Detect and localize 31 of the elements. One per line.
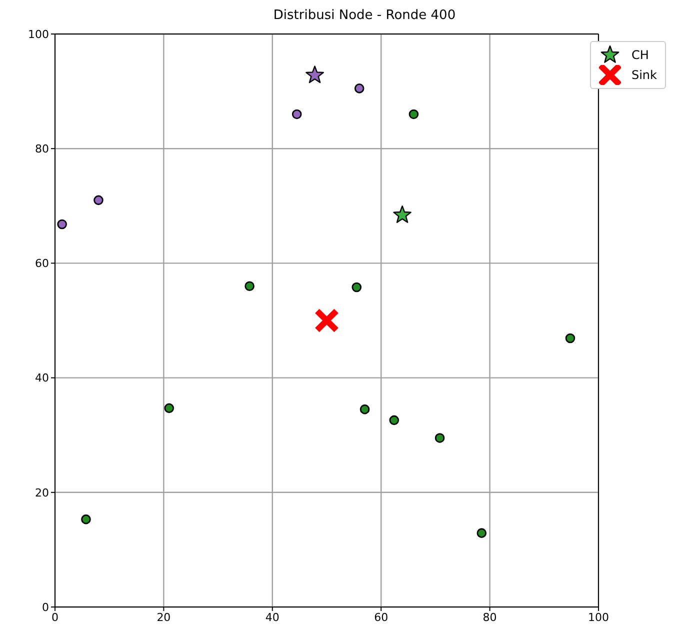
point <box>315 308 338 332</box>
point <box>81 514 91 524</box>
legend-label: Sink <box>631 68 657 82</box>
point <box>393 205 412 223</box>
y-tick-label: 80 <box>35 142 49 156</box>
y-tick-label: 0 <box>42 600 49 614</box>
x-tick-label: 40 <box>265 610 280 624</box>
x-tick-label: 20 <box>156 610 171 624</box>
y-tick-label: 40 <box>35 372 49 385</box>
y-tick-label: 100 <box>28 28 49 41</box>
chart-title: Distribusi Node - Ronde 400 <box>272 8 457 25</box>
point <box>565 333 576 344</box>
x-tick-label: 0 <box>52 610 58 624</box>
point <box>164 403 174 414</box>
point <box>94 195 104 206</box>
x-tick-label: 100 <box>588 610 609 624</box>
legend-label: CH <box>631 48 649 62</box>
point <box>389 415 400 426</box>
y-tick-label: 60 <box>35 257 49 270</box>
point <box>360 404 370 414</box>
y-tick-label: 20 <box>35 486 49 500</box>
x-tick-label: 80 <box>482 610 497 624</box>
point <box>434 433 445 443</box>
point <box>476 528 487 538</box>
point <box>408 109 419 120</box>
point <box>244 281 254 292</box>
x-tick-label: 60 <box>374 610 388 624</box>
point <box>354 84 364 94</box>
point <box>57 219 67 230</box>
point <box>292 109 302 120</box>
point <box>352 282 362 292</box>
